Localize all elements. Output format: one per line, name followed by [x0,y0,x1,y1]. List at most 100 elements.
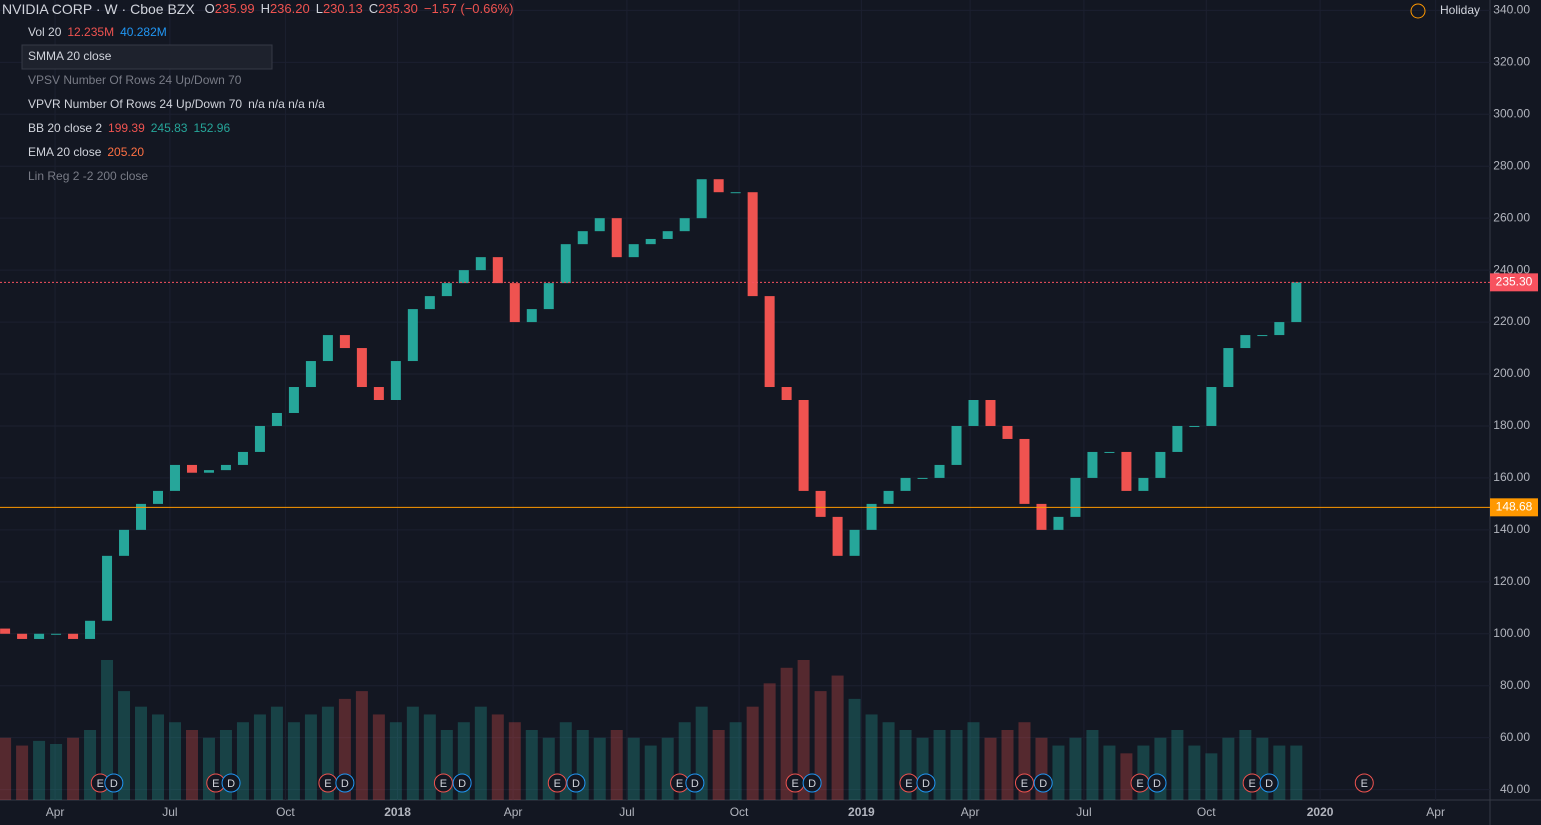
y-tick-label: 100.00 [1493,626,1530,640]
volume-bar [185,730,198,800]
y-tick-label: 60.00 [1500,730,1530,744]
candle-body [849,529,860,556]
legend-entry: BB 20 close 2 199.39 245.83 152.96 [28,121,230,135]
legend-name: EMA 20 close [28,145,102,159]
x-tick-label: Jul [162,805,177,819]
candle-body [577,231,588,245]
volume-bar [253,714,266,800]
volume-bar [644,745,657,800]
legend-value: 199.39 [108,121,145,135]
volume-bar [882,722,895,800]
x-tick-label: Oct [276,805,295,819]
legend-name: Vol 20 [28,25,62,39]
price-label: 148.68 [1496,499,1533,513]
event-label: D [227,778,235,790]
ohlc-value: 236.20 [270,1,310,16]
candle-body [458,270,469,284]
event-label: E [324,778,331,790]
candle-body [1291,282,1302,323]
event-label: D [458,778,466,790]
candle-body [832,516,843,556]
volume-bar [984,737,997,800]
legend-entry: VPVR Number Of Rows 24 Up/Down 70 n/a n/a… [28,97,325,111]
candle-body [407,309,418,362]
candle-body [900,477,911,491]
candle-body [679,218,690,232]
volume-bar [1290,745,1303,800]
candle-body [747,192,758,297]
legend-entry: Lin Reg 2 -2 200 close [28,169,148,183]
volume-bar [797,660,810,800]
candle-body [85,620,96,639]
volume-bar [135,706,148,800]
legend-name: VPVR Number Of Rows 24 Up/Down 70 [28,97,242,111]
volume-bar [865,714,878,800]
event-label: D [1265,778,1273,790]
legend-entry: SMMA 20 close [28,49,112,63]
legend-entry: EMA 20 close 205.20 [28,145,144,159]
event-label: D [691,778,699,790]
legend-value: 205.20 [107,145,144,159]
volume-bar [1052,745,1065,800]
event-label: E [1248,778,1255,790]
x-tick-label: Oct [730,805,749,819]
candle-body [526,309,537,323]
volume-bar [1188,745,1201,800]
legend-value: 245.83 [151,121,188,135]
y-tick-label: 280.00 [1493,158,1530,172]
legend-name: BB 20 close 2 [28,121,102,135]
event-marker [1354,773,1374,793]
candle-body [815,490,826,517]
x-tick-label: Jul [619,805,634,819]
volume-bar [1001,730,1014,800]
y-tick-label: 80.00 [1500,678,1530,692]
event-label: E [97,778,104,790]
symbol-title: NVIDIA CORP · W · Cboe BZX O235.99 H236.20… [2,1,514,17]
status: Holiday [1440,3,1480,17]
legend-entry: VPSV Number Of Rows 24 Up/Down 70 [28,73,242,87]
change: −1.57 (−0.66%) [424,1,514,16]
event-label: E [554,778,561,790]
volume-bar [355,691,368,800]
candle-body [136,503,147,530]
y-tick-label: 240.00 [1493,262,1530,276]
volume-bar [627,737,640,800]
volume-bar [933,730,946,800]
candle-body [917,477,928,479]
volume-bar [304,714,317,800]
candle-body [51,633,62,635]
legend-name: SMMA 20 close [28,49,112,63]
candle-body [951,425,962,465]
event-label: E [1361,778,1368,790]
candle-body [1172,425,1183,452]
ohlc-label: C [369,1,378,16]
volume-bar [1086,730,1099,800]
volume-bar [848,698,861,800]
candle-body [934,464,945,478]
volume-bar [814,691,827,800]
volume-bar [508,722,521,800]
volume-bar [101,660,114,800]
candle-body [1053,516,1064,530]
y-tick-label: 40.00 [1500,782,1530,796]
event-label: E [440,778,447,790]
candle-body [1138,477,1149,491]
candle-body [1087,451,1098,478]
x-tick-label: 2018 [384,805,411,819]
event-label: D [341,778,349,790]
volume-bar [729,722,742,800]
volume-bar [118,691,131,800]
event-label: E [676,778,683,790]
event-label: D [572,778,580,790]
axes: 40.00 60.00 80.00 100.00 120.00 140.00 160.00 1… [46,3,1538,819]
y-tick-label: 160.00 [1493,470,1530,484]
x-tick-label: Apr [46,805,65,819]
y-tick-label: 180.00 [1493,418,1530,432]
candle-body [645,238,656,245]
legend-box [21,44,273,70]
event-label: E [212,778,219,790]
candle-body [1070,477,1081,517]
legend-value: 40.282M [120,25,167,39]
ohlc-value: 235.99 [215,1,255,16]
